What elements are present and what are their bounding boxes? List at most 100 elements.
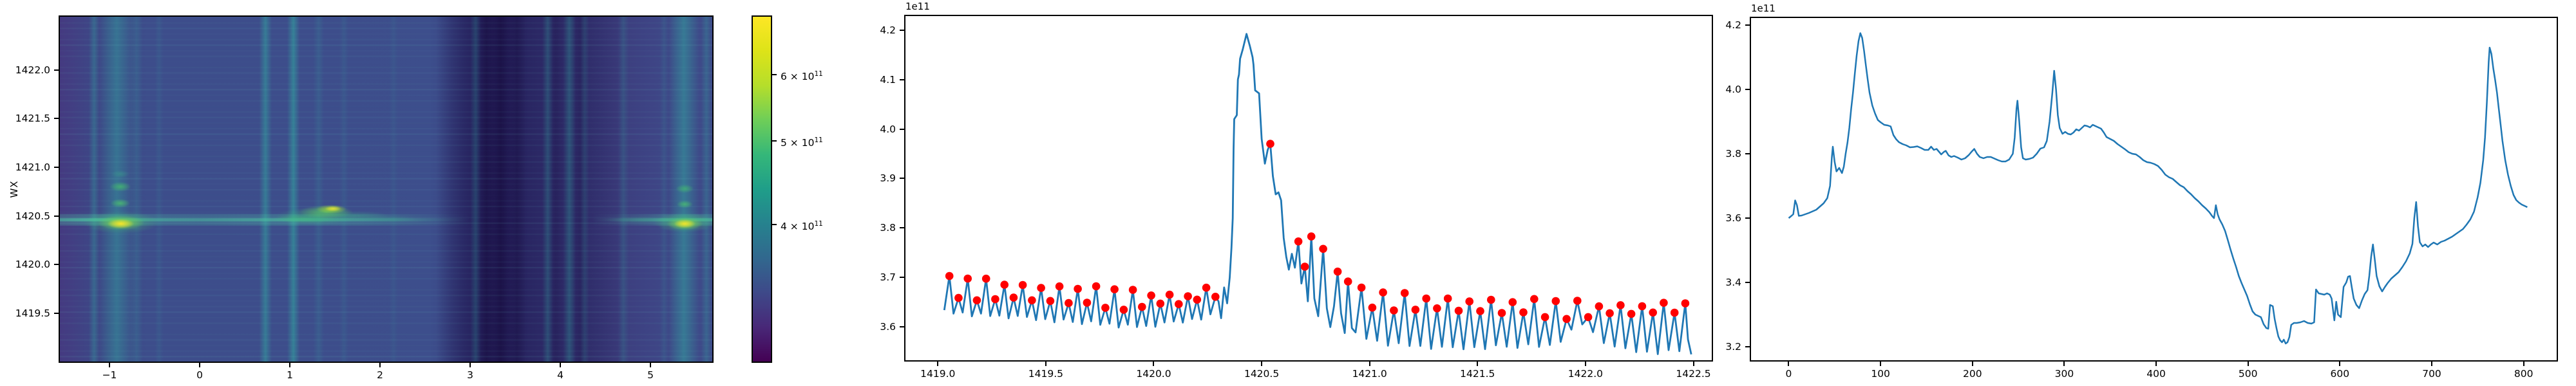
peak-marker xyxy=(1660,299,1668,308)
peak-marker xyxy=(954,293,963,302)
peak-marker xyxy=(991,295,999,304)
peak-marker xyxy=(1508,298,1517,307)
y-tick-mark xyxy=(900,326,904,328)
x-tick-mark xyxy=(1261,362,1263,366)
x-tick-label: 1 xyxy=(287,369,293,381)
peak-marker xyxy=(1530,295,1539,304)
colorbar-tick-mark xyxy=(772,74,777,75)
peak-marker xyxy=(1037,284,1045,292)
x-tick-label: 500 xyxy=(2238,368,2258,380)
peak-marker xyxy=(1165,290,1174,299)
peak-marker xyxy=(1028,296,1036,305)
x-tick-mark xyxy=(1153,362,1155,366)
x-tick-label: 400 xyxy=(2146,368,2166,380)
peak-marker xyxy=(1681,299,1690,308)
peak-marker xyxy=(1184,292,1192,300)
x-tick-label: 1420.0 xyxy=(1136,368,1171,380)
x-tick-mark xyxy=(1692,362,1694,366)
x-tick-mark xyxy=(2063,362,2065,366)
y-tick-label: 3.8 xyxy=(880,222,896,234)
y-tick-label: 3.4 xyxy=(1725,277,1741,288)
peak-marker xyxy=(1379,288,1387,297)
peak-marker xyxy=(1294,237,1303,246)
x-tick-label: 1419.5 xyxy=(1028,368,1063,380)
colorbar-tick-label: 6 × 1011 xyxy=(781,70,823,83)
y-tick-mark xyxy=(54,215,59,217)
data-line xyxy=(1788,32,2528,345)
x-tick-mark xyxy=(1584,362,1586,366)
peak-marker xyxy=(1046,297,1055,306)
colorbar-tick-label: 4 × 1011 xyxy=(781,220,823,233)
peak-marker xyxy=(1422,294,1430,303)
peak-marker xyxy=(1319,244,1327,253)
x-tick-mark xyxy=(560,363,562,367)
colorbar-gradient xyxy=(753,17,771,362)
peak-marker xyxy=(1211,293,1220,301)
y-tick-label: 1420.0 xyxy=(15,259,50,271)
y-tick-label: 1420.5 xyxy=(15,210,50,222)
peak-marker xyxy=(1433,304,1441,313)
peak-marker xyxy=(1009,293,1018,302)
x-tick-label: 1419.0 xyxy=(920,368,956,380)
peak-marker xyxy=(1343,277,1352,286)
y-tick-mark xyxy=(900,128,904,130)
x-tick-label: 1422.0 xyxy=(1567,368,1604,380)
peak-marker xyxy=(1670,308,1679,317)
x-tick-mark xyxy=(2339,362,2341,366)
peak-marker xyxy=(1092,282,1101,291)
timeseries-offset-label: 1e11 xyxy=(1751,3,1776,14)
peak-marker xyxy=(1128,286,1137,294)
y-tick-mark xyxy=(54,264,59,266)
peak-marker xyxy=(1454,306,1463,315)
x-tick-mark xyxy=(2523,362,2524,366)
data-line xyxy=(943,33,1692,355)
y-tick-label: 3.6 xyxy=(880,321,896,333)
peak-marker xyxy=(1400,289,1409,297)
x-tick-mark xyxy=(1880,362,1882,366)
x-tick-label: 600 xyxy=(2330,368,2350,380)
y-tick-label: 4.1 xyxy=(880,73,896,86)
colorbar-exponent: 11 xyxy=(814,220,823,228)
x-tick-label: −1 xyxy=(102,369,117,381)
peak-marker xyxy=(1065,299,1073,308)
x-tick-mark xyxy=(650,363,652,367)
colorbar-tick-label: 5 × 1011 xyxy=(781,136,823,149)
y-tick-mark xyxy=(54,166,59,168)
peak-marker xyxy=(945,271,954,280)
y-tick-label: 4.2 xyxy=(1725,19,1741,31)
peak-marker xyxy=(1156,299,1165,308)
y-tick-label: 1419.5 xyxy=(15,308,50,320)
x-tick-label: 0 xyxy=(196,369,203,381)
y-tick-label: 3.8 xyxy=(1725,148,1741,160)
y-tick-mark xyxy=(54,118,59,120)
x-tick-mark xyxy=(2155,362,2157,366)
peak-marker xyxy=(1147,291,1155,300)
peak-marker xyxy=(1300,262,1309,271)
y-tick-label: 4.2 xyxy=(880,24,896,36)
peak-marker xyxy=(1083,299,1092,307)
peak-marker xyxy=(1055,282,1064,291)
y-tick-label: 3.6 xyxy=(1725,212,1741,224)
y-tick-label: 4.0 xyxy=(1725,84,1741,95)
peak-marker xyxy=(1551,297,1560,306)
colorbar-exponent: 11 xyxy=(814,136,823,144)
y-tick-mark xyxy=(1745,24,1750,26)
peak-marker xyxy=(1465,297,1473,306)
x-tick-label: 300 xyxy=(2054,368,2074,380)
y-tick-mark xyxy=(900,227,904,229)
x-tick-mark xyxy=(2431,362,2432,366)
heatmap-panel xyxy=(59,15,714,363)
x-tick-label: 800 xyxy=(2514,368,2533,380)
peak-marker xyxy=(1487,295,1495,304)
peak-marker xyxy=(1175,300,1183,309)
peak-marker xyxy=(1519,308,1528,317)
y-tick-label: 1422.0 xyxy=(15,64,50,76)
peak-marker xyxy=(1018,280,1027,290)
peak-marker xyxy=(1368,303,1377,312)
peak-marker xyxy=(1573,297,1582,305)
x-tick-label: 200 xyxy=(1962,368,1982,380)
peak-marker xyxy=(1497,309,1506,317)
x-tick-mark xyxy=(1045,362,1046,366)
y-tick-label: 1421.0 xyxy=(15,161,50,173)
